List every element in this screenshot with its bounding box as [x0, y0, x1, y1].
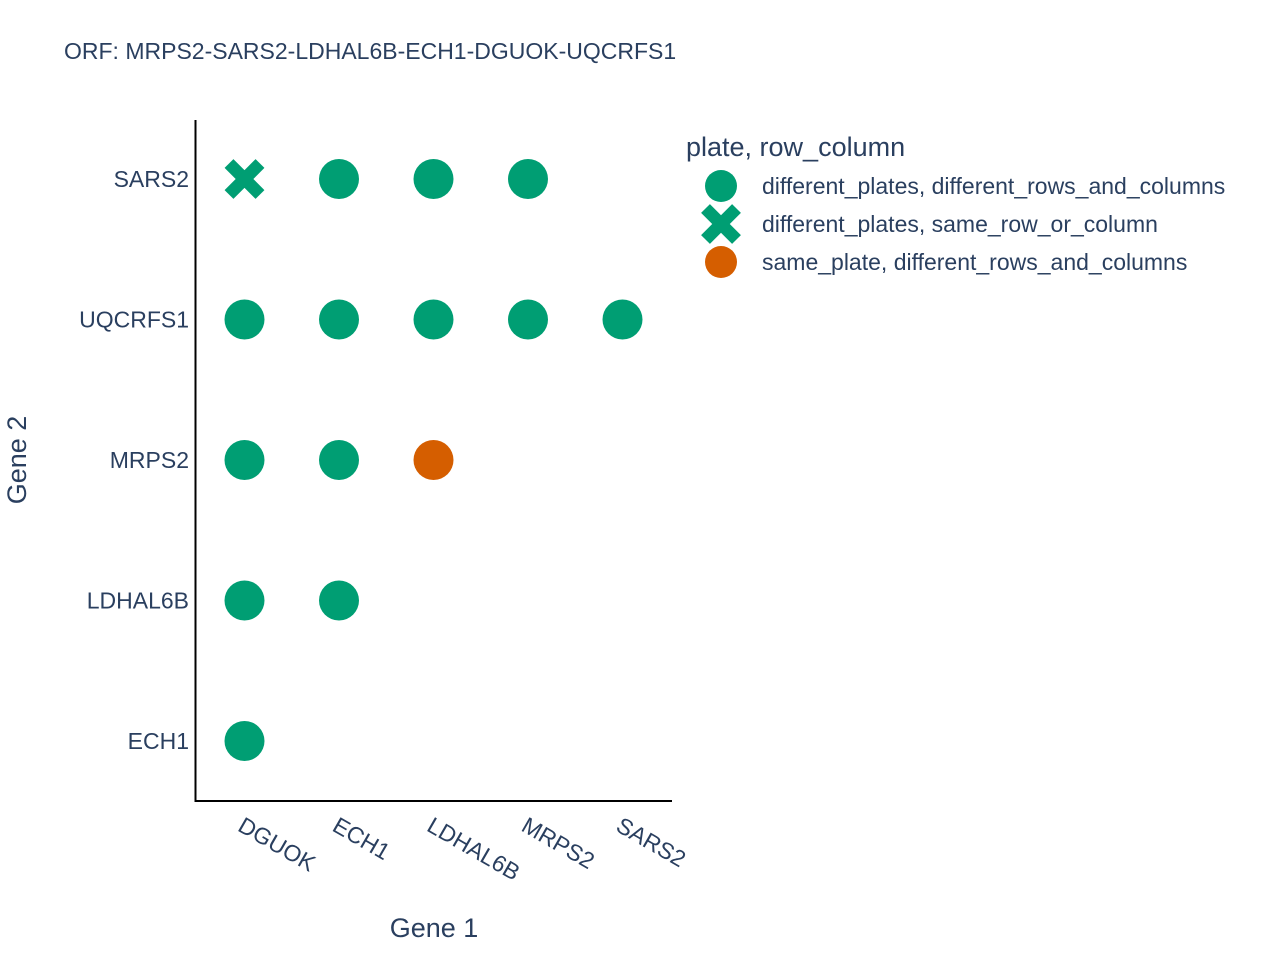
legend-marker-2-stroke-b: [701, 204, 741, 244]
x-tick-label-mrps2: MRPS2: [518, 812, 600, 874]
legend-label-3: same_plate, different_rows_and_columns: [762, 249, 1187, 275]
x-tick-label-ech1: ECH1: [329, 812, 395, 865]
legend-marker-3: [705, 246, 737, 278]
point-dguok-ldhal6b: [224, 580, 265, 621]
y-axis-label: Gene 2: [2, 416, 32, 505]
point-dguok-mrps2: [224, 440, 265, 480]
point-ech1-sars2: [319, 159, 359, 199]
point-sars2-uqcrfs1: [602, 299, 643, 340]
data-points: [224, 159, 643, 761]
y-tick-label-ldhal6b: LDHAL6B: [87, 588, 189, 614]
point-ldhal6b-uqcrfs1: [413, 299, 454, 340]
point-ldhal6b-mrps2: [413, 440, 454, 480]
y-tick-label-uqcrfs1: UQCRFS1: [79, 307, 189, 333]
legend-item-1: different_plates, different_rows_and_col…: [705, 170, 1225, 202]
legend-marker-1: [705, 170, 737, 202]
point-ech1-uqcrfs1: [319, 299, 359, 340]
x-tick-label-ldhal6b: LDHAL6B: [423, 812, 525, 886]
y-axis-ticks: ECH1 LDHAL6B MRPS2 UQCRFS1 SARS2: [79, 166, 189, 754]
x-axis-label: Gene 1: [390, 913, 479, 943]
point-mrps2-sars2: [508, 159, 548, 199]
y-tick-label-sars2: SARS2: [114, 166, 189, 192]
y-tick-label-ech1: ECH1: [128, 728, 189, 754]
point-mrps2-uqcrfs1: [508, 299, 548, 340]
point-dguok-sars2-stroke-b: [224, 159, 265, 199]
legend-marker-2: [701, 204, 741, 244]
legend-item-3: same_plate, different_rows_and_columns: [705, 246, 1187, 278]
chart-title: ORF: MRPS2-SARS2-LDHAL6B-ECH1-DGUOK-UQCR…: [64, 38, 676, 64]
point-dguok-sars2: [224, 159, 265, 199]
legend-item-2: different_plates, same_row_or_column: [701, 204, 1158, 244]
x-tick-label-sars2: SARS2: [612, 812, 690, 872]
point-ldhal6b-sars2: [413, 159, 454, 199]
legend-label-1: different_plates, different_rows_and_col…: [762, 173, 1225, 199]
x-tick-label-dguok: DGUOK: [234, 812, 321, 877]
legend: plate, row_column different_plates, diff…: [686, 132, 1225, 278]
point-ech1-ldhal6b: [319, 580, 359, 621]
point-ech1-mrps2: [319, 440, 359, 480]
legend-label-2: different_plates, same_row_or_column: [762, 211, 1158, 237]
y-tick-label-mrps2: MRPS2: [110, 447, 189, 473]
point-dguok-ech1: [224, 721, 265, 761]
legend-title: plate, row_column: [686, 132, 905, 162]
point-dguok-uqcrfs1: [224, 299, 265, 340]
